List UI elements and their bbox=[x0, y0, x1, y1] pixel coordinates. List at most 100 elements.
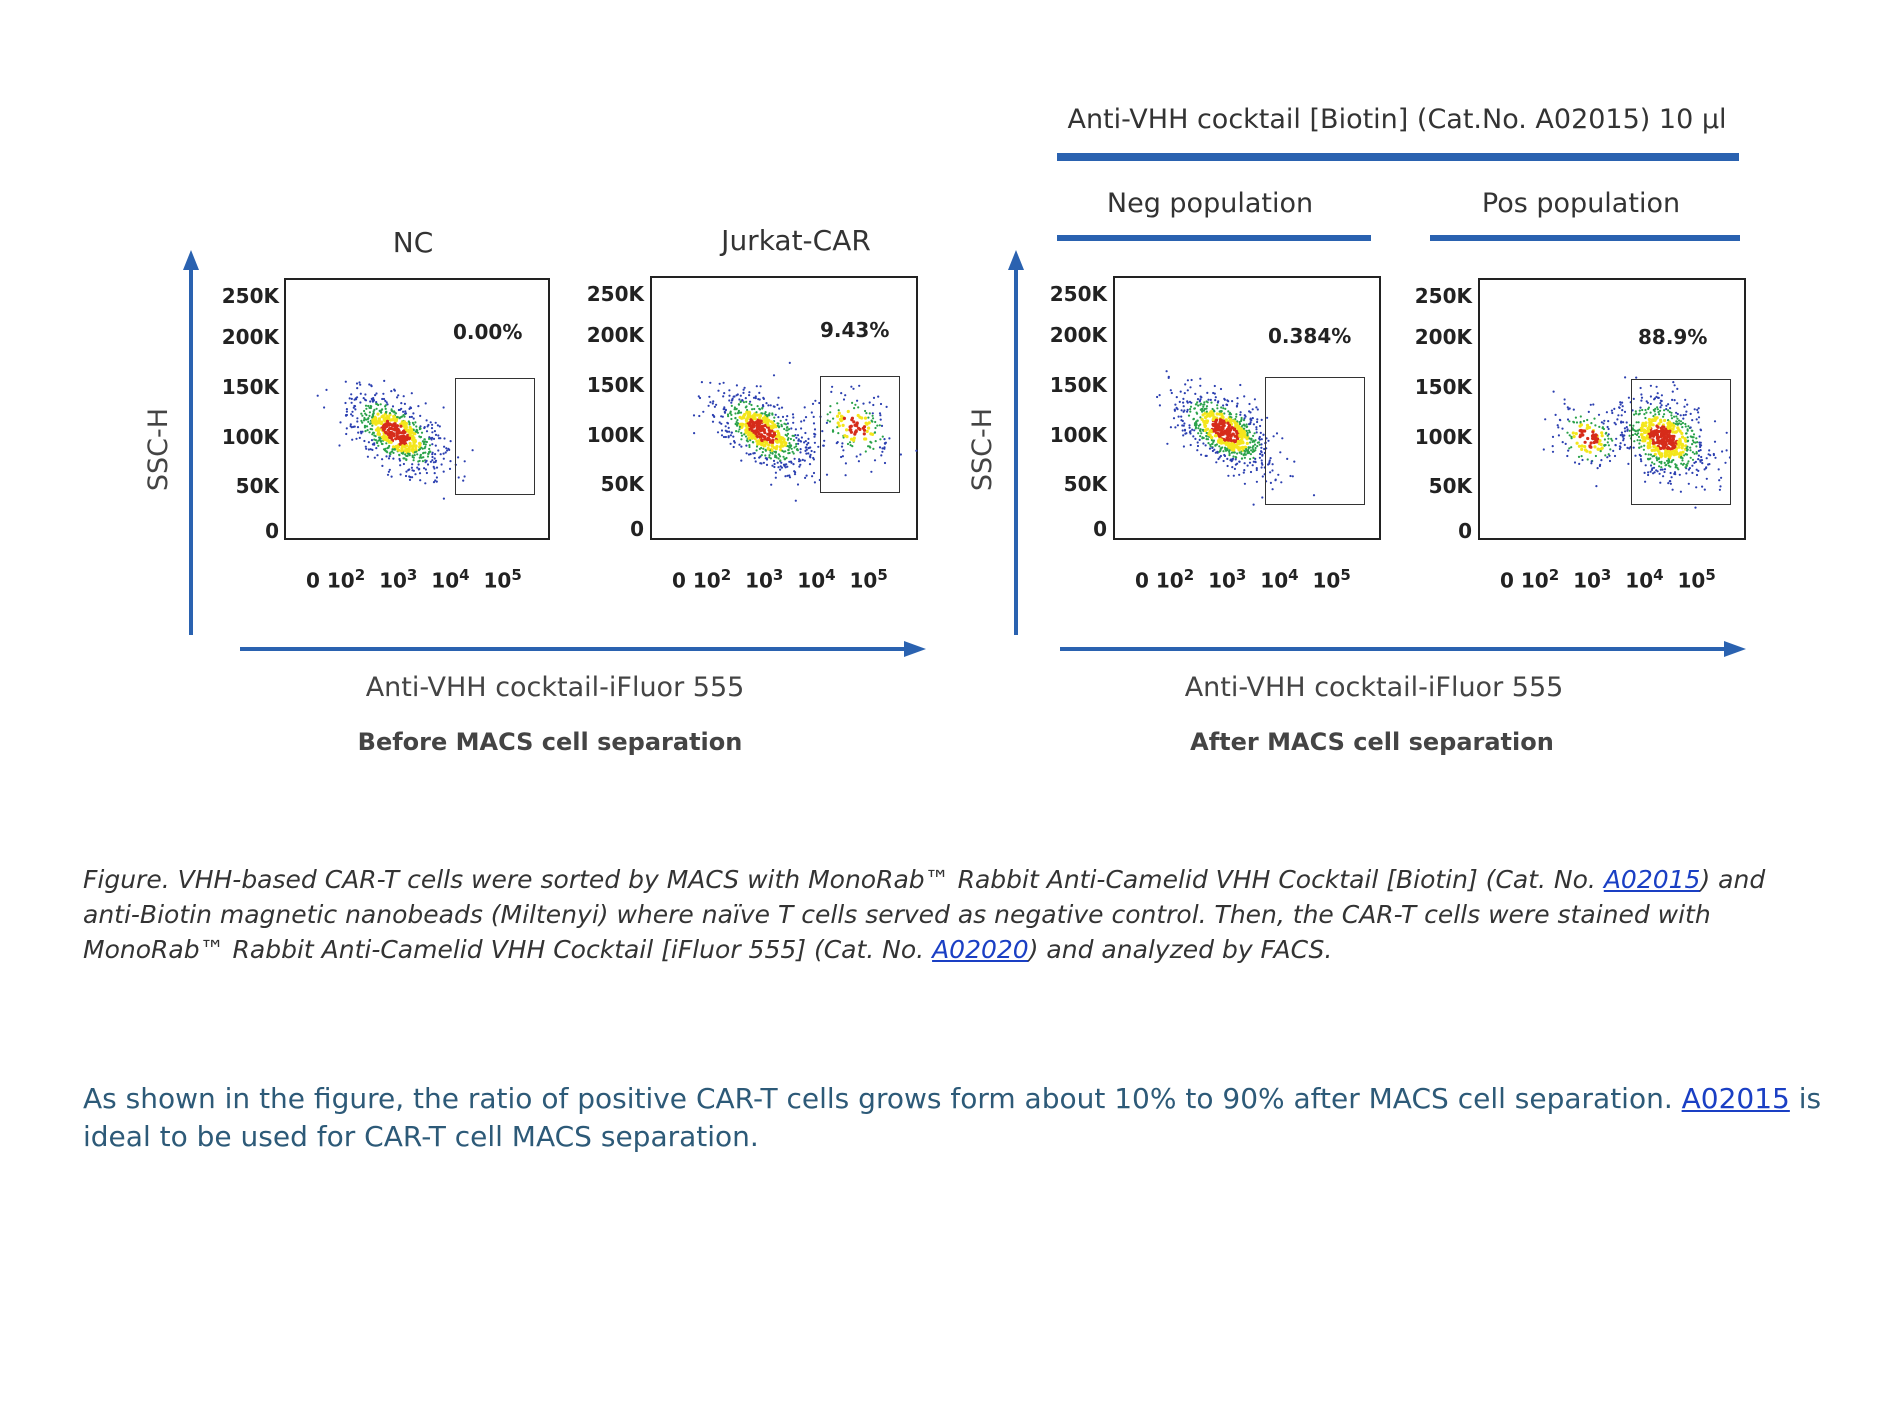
cell-dot bbox=[1589, 441, 1593, 445]
cell-dot bbox=[365, 407, 368, 410]
cell-dot bbox=[1184, 383, 1187, 386]
cell-dot bbox=[868, 445, 871, 448]
cell-dot bbox=[1594, 454, 1597, 458]
cell-dot bbox=[1607, 420, 1610, 423]
cell-dot bbox=[435, 466, 439, 469]
cell-dot bbox=[1663, 461, 1666, 464]
cell-dot bbox=[799, 463, 802, 466]
cell-dot bbox=[383, 379, 386, 382]
cell-dot bbox=[1635, 412, 1638, 415]
cell-dot bbox=[1679, 451, 1683, 455]
cell-dot bbox=[408, 432, 412, 436]
cell-dot bbox=[423, 426, 426, 430]
cell-dot bbox=[799, 448, 802, 451]
cell-dot bbox=[1680, 435, 1685, 439]
cell-dot bbox=[1689, 446, 1692, 449]
cell-dot bbox=[1708, 449, 1711, 452]
cell-dot bbox=[431, 455, 434, 459]
cell-dot bbox=[1206, 391, 1209, 394]
cell-dot bbox=[1675, 411, 1678, 414]
cell-dot bbox=[1696, 441, 1699, 444]
cell-dot bbox=[730, 413, 733, 416]
cell-dot bbox=[1697, 416, 1701, 419]
caption-link-a02015[interactable]: A02015 bbox=[1603, 865, 1701, 894]
cell-dot bbox=[1663, 470, 1666, 474]
cell-dot bbox=[1686, 449, 1689, 452]
cell-dot bbox=[402, 420, 407, 424]
percent-jurkat-car: 9.43% bbox=[820, 318, 890, 342]
cell-dot bbox=[363, 439, 366, 443]
cell-dot bbox=[1685, 463, 1688, 466]
cell-dot bbox=[1613, 454, 1617, 458]
cell-dot bbox=[1579, 415, 1582, 418]
cell-dot bbox=[1557, 426, 1560, 429]
cell-dot bbox=[1608, 459, 1612, 463]
cell-dot bbox=[1673, 471, 1677, 474]
cell-dot bbox=[1680, 446, 1684, 450]
cell-dot bbox=[357, 431, 360, 434]
cell-dot bbox=[748, 394, 751, 397]
cell-dot bbox=[404, 412, 407, 415]
cell-dot bbox=[348, 397, 351, 400]
cell-dot bbox=[1261, 463, 1264, 466]
cell-dot bbox=[813, 450, 816, 454]
cell-dot bbox=[1250, 438, 1253, 441]
cell-dot bbox=[785, 456, 788, 460]
cell-dot bbox=[366, 455, 369, 458]
cell-dot bbox=[1186, 389, 1189, 392]
cell-dot bbox=[370, 416, 374, 419]
cell-dot bbox=[1670, 417, 1674, 420]
cell-dot bbox=[434, 453, 437, 456]
cell-dot bbox=[805, 446, 808, 449]
cell-dot bbox=[345, 410, 348, 413]
cell-dot bbox=[1196, 398, 1200, 401]
cell-dot bbox=[814, 399, 817, 402]
cell-dot bbox=[1660, 462, 1663, 465]
caption-link-a02020[interactable]: A02020 bbox=[932, 935, 1029, 964]
cell-dot bbox=[852, 420, 856, 424]
cell-dot bbox=[423, 447, 426, 450]
cell-dot bbox=[784, 441, 788, 445]
cell-dot bbox=[1252, 503, 1255, 506]
cell-dot bbox=[1251, 408, 1254, 411]
cell-dot bbox=[1209, 410, 1213, 414]
cell-dot bbox=[368, 431, 371, 434]
cell-dot bbox=[846, 442, 850, 446]
cell-dot bbox=[1673, 415, 1676, 418]
cell-dot bbox=[352, 406, 355, 409]
cell-dot bbox=[807, 452, 810, 455]
cell-dot bbox=[1685, 447, 1688, 450]
cell-dot bbox=[1199, 398, 1202, 401]
cell-dot bbox=[1705, 466, 1708, 469]
cell-dot bbox=[1692, 433, 1696, 436]
cell-dot bbox=[412, 432, 416, 436]
caption-text-2: ) and anti-Biotin magnetic nanobeads (Mi… bbox=[83, 865, 1766, 964]
cell-dot bbox=[1699, 441, 1702, 444]
cell-dot bbox=[449, 440, 452, 443]
cell-dot bbox=[813, 435, 816, 438]
cell-dot bbox=[720, 415, 723, 418]
cell-dot bbox=[364, 445, 367, 448]
cell-dot bbox=[800, 420, 803, 423]
cell-dot bbox=[437, 449, 440, 452]
cell-dot bbox=[1196, 449, 1199, 452]
cell-dot bbox=[1687, 468, 1690, 471]
cell-dot bbox=[1580, 455, 1583, 458]
cell-dot bbox=[385, 424, 389, 429]
cell-dot bbox=[837, 432, 840, 435]
cell-dot bbox=[1182, 397, 1185, 400]
cell-dot bbox=[390, 390, 393, 393]
cell-dot bbox=[1579, 433, 1583, 437]
cell-dot bbox=[881, 450, 884, 453]
cell-dot bbox=[1689, 412, 1692, 415]
cell-dot bbox=[837, 409, 840, 412]
cell-dot bbox=[772, 459, 776, 462]
cell-dot bbox=[850, 385, 853, 388]
cell-dot bbox=[415, 428, 418, 431]
cell-dot bbox=[1677, 443, 1681, 447]
cell-dot bbox=[753, 407, 756, 411]
cell-dot bbox=[424, 482, 427, 485]
paragraph-link-a02015[interactable]: A02015 bbox=[1681, 1082, 1790, 1115]
cell-dot bbox=[1683, 454, 1686, 457]
cell-dot bbox=[1623, 434, 1626, 437]
